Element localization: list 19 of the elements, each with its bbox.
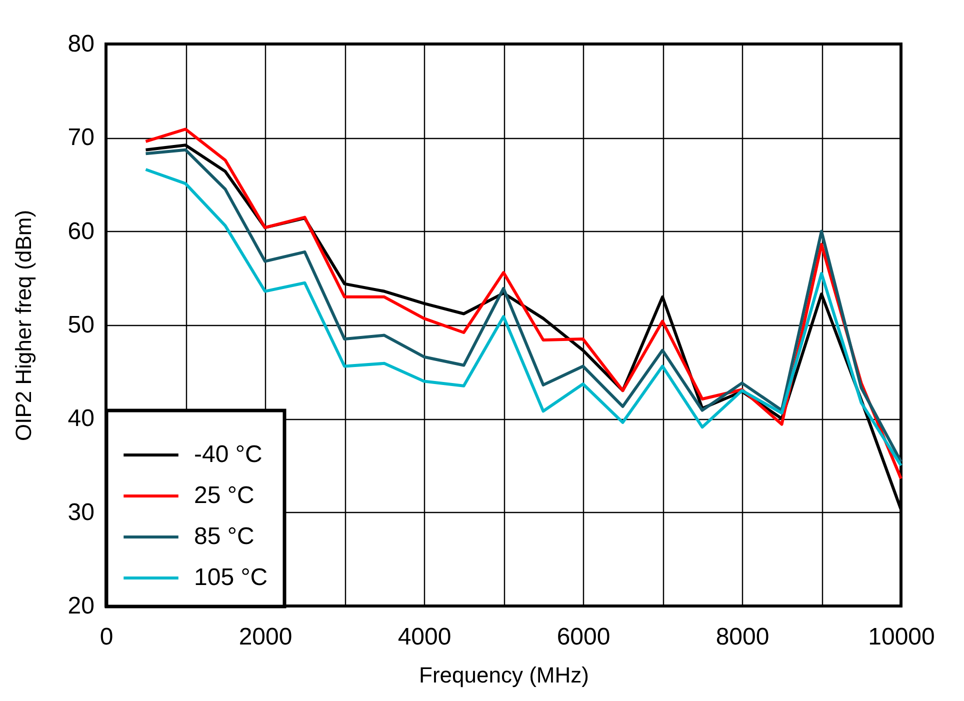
y-tick-label: 30 (68, 498, 94, 526)
x-tick-label: 2000 (238, 624, 292, 650)
legend-label: 85 °C (194, 523, 254, 550)
x-tick-label: 10000 (868, 624, 935, 650)
y-tick-label: 50 (68, 312, 94, 338)
legend-label: -40 °C (194, 441, 262, 468)
y-tick-label: 40 (68, 405, 94, 432)
y-tick-label: 70 (68, 124, 94, 152)
y-tick-label: 20 (68, 592, 94, 620)
x-tick-label: 0 (100, 624, 114, 650)
y-tick-label: 60 (68, 218, 94, 245)
y-tick-label: 80 (68, 30, 94, 58)
y-axis-title: OIP2 Higher freq (dBm) (10, 210, 36, 442)
x-tick-label: 8000 (716, 624, 770, 650)
x-axis-title: Frequency (MHz) (419, 662, 589, 688)
legend-label: 25 °C (194, 482, 254, 509)
legend-label: 105 °C (194, 564, 268, 591)
x-tick-label: 4000 (398, 624, 452, 650)
x-tick-label: 6000 (556, 624, 610, 650)
